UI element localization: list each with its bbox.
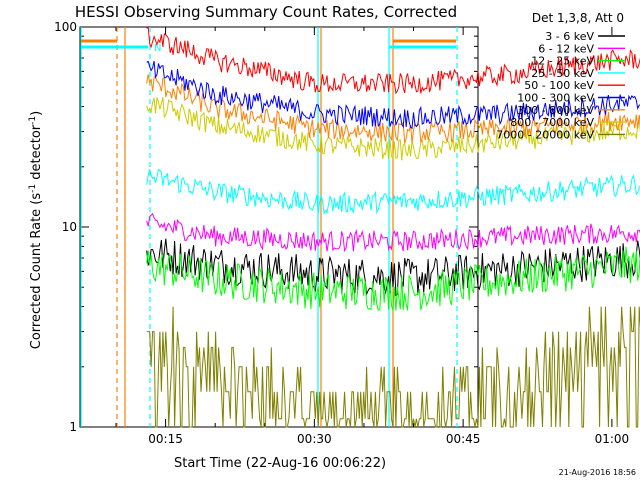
legend-label: 100 - 300 keV bbox=[517, 92, 594, 105]
y-axis-label: Corrected Count Rate (s-1 detector-1) bbox=[28, 111, 44, 349]
x-tick-label: 01:00 bbox=[595, 432, 630, 446]
x-tick-label: 00:30 bbox=[297, 432, 332, 446]
legend-label: 7000 - 20000 keV bbox=[496, 128, 594, 141]
y-tick-label: 1 bbox=[69, 420, 77, 434]
series-line bbox=[146, 238, 640, 297]
legend-label: 25 - 50 keV bbox=[531, 67, 594, 80]
series-line bbox=[146, 168, 640, 216]
legend-label: 300 - 800 keV bbox=[517, 104, 594, 117]
series-line bbox=[146, 60, 640, 130]
x-axis-label: Start Time (22-Aug-16 00:06:22) bbox=[174, 456, 386, 471]
series-line bbox=[146, 25, 640, 95]
annotation-label: N bbox=[154, 43, 161, 54]
x-tick-label: 00:15 bbox=[148, 432, 183, 446]
legend-label: 800 - 7000 keV bbox=[510, 116, 594, 129]
chart-title: HESSI Observing Summary Count Rates, Cor… bbox=[75, 3, 457, 21]
x-tick-label: 00:45 bbox=[446, 432, 481, 446]
y-tick-label: 100 bbox=[54, 20, 77, 34]
plot-area: 11010000:1500:3000:4501:0001:1501:3001:4… bbox=[54, 20, 640, 446]
footer-timestamp: 21-Aug-2016 18:56 bbox=[559, 468, 636, 477]
series-line bbox=[146, 306, 640, 428]
legend-label: 12 - 25 keV bbox=[531, 55, 594, 68]
series-line bbox=[146, 246, 640, 311]
legend-label: 6 - 12 keV bbox=[538, 42, 594, 55]
y-tick-label: 10 bbox=[62, 220, 77, 234]
series-line bbox=[146, 212, 640, 253]
legend-label: 3 - 6 keV bbox=[545, 30, 594, 43]
legend-label: 50 - 100 keV bbox=[524, 79, 594, 92]
series-line bbox=[146, 74, 640, 144]
legend-title: Det 1,3,8, Att 0 bbox=[532, 11, 624, 25]
